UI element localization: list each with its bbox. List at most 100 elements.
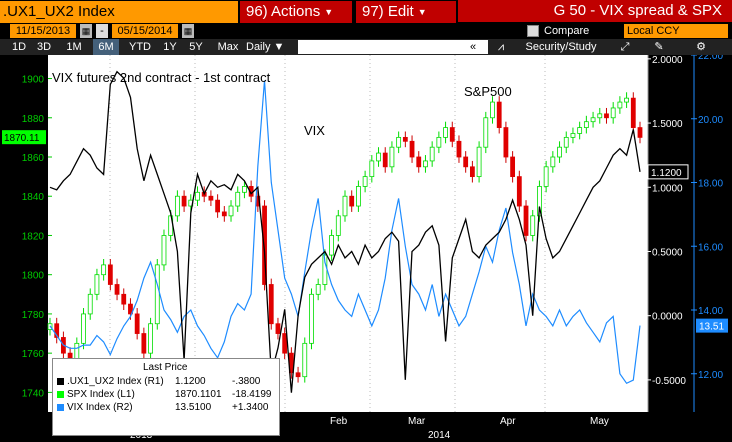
security-study-button[interactable]: Security/Study bbox=[525, 41, 597, 53]
spx-candle-body bbox=[362, 176, 368, 187]
period-max[interactable]: Max bbox=[217, 41, 239, 53]
spx-candle-body bbox=[637, 127, 643, 138]
spx-candle-body bbox=[557, 146, 562, 158]
end-date-field[interactable]: 05/15/2014 bbox=[112, 24, 178, 38]
spx-candle-body bbox=[282, 333, 288, 354]
line-chart-icon[interactable]: ⩘ bbox=[497, 41, 505, 53]
start-date-field[interactable]: 11/15/2013 bbox=[10, 24, 76, 38]
left-axis-tick: 1900 bbox=[22, 75, 45, 86]
last-price-labels: 1870.11 1.1200 13.51 bbox=[2, 130, 728, 333]
spx-candle-body bbox=[268, 284, 274, 325]
spx-candle-body bbox=[242, 186, 247, 193]
date-separator: - bbox=[96, 24, 108, 38]
frequency-dropdown[interactable]: Daily ▼ bbox=[246, 39, 298, 55]
date-row bbox=[0, 24, 732, 39]
right-axis-1-tick: 1.0000 bbox=[652, 183, 683, 194]
spx-candle-body bbox=[523, 205, 529, 236]
right-axis-1-tick: 0.0000 bbox=[652, 312, 683, 323]
spx-candle-body bbox=[128, 303, 133, 315]
legend-value: 13.5100 bbox=[175, 402, 212, 413]
spx-candle-body bbox=[516, 176, 522, 207]
right-axis-2-tick: 12.00 bbox=[698, 370, 723, 381]
spx-candle-body bbox=[570, 133, 576, 138]
edit-label: 97) Edit bbox=[362, 3, 414, 20]
right-axis-2-tick: 20.00 bbox=[698, 115, 723, 126]
spx-candle-body bbox=[617, 101, 623, 109]
spx-candle-body bbox=[275, 323, 281, 334]
compare-checkbox[interactable] bbox=[527, 25, 539, 37]
left-axis-tick: 1880 bbox=[22, 114, 45, 125]
spx-candle-body bbox=[107, 264, 113, 285]
spx-candle-body bbox=[443, 127, 448, 138]
edit-chart-icon[interactable]: ✎ bbox=[654, 41, 664, 53]
spx-candle-body bbox=[262, 205, 267, 285]
spx-candle-body bbox=[54, 323, 60, 338]
spx-candle-body bbox=[94, 274, 100, 295]
spx-candle-body bbox=[369, 160, 375, 178]
spx-candle-body bbox=[490, 101, 495, 119]
spx-candle-body bbox=[101, 264, 107, 276]
right-axis-2-tick: 14.00 bbox=[698, 306, 723, 317]
spx-candle-body bbox=[449, 127, 455, 142]
legend-change: +1.3400 bbox=[232, 402, 269, 413]
period-ytd[interactable]: YTD bbox=[129, 41, 151, 53]
spx-last-label: 1870.11 bbox=[4, 133, 40, 144]
spx-candle-body bbox=[577, 127, 583, 134]
spx-candle-body bbox=[302, 342, 308, 378]
period-1y[interactable]: 1Y bbox=[163, 41, 177, 53]
ticker-field[interactable]: .UX1_UX2 Index bbox=[0, 1, 238, 23]
period-6m[interactable]: 6M bbox=[93, 39, 119, 55]
spx-candle-body bbox=[456, 140, 462, 158]
spx-candle-body bbox=[228, 205, 234, 217]
spx-candle-body bbox=[335, 215, 341, 236]
caret-down-icon: ▼ bbox=[417, 7, 427, 18]
spx-candle-body bbox=[436, 136, 442, 148]
spx-candles bbox=[47, 92, 643, 383]
calendar-icon[interactable]: ▦ bbox=[182, 24, 194, 38]
spx-candle-body bbox=[469, 166, 475, 178]
spx-candle-body bbox=[483, 117, 489, 148]
spx-candle-body bbox=[309, 293, 314, 344]
x-axis-year: 2014 bbox=[428, 430, 451, 441]
spx-candle-body bbox=[215, 199, 221, 213]
period-5y[interactable]: 5Y bbox=[189, 41, 203, 53]
spx-candle-body bbox=[463, 156, 469, 168]
spx-candle-body bbox=[624, 97, 629, 103]
spx-candle-body bbox=[382, 152, 388, 168]
spx-candle-body bbox=[221, 211, 227, 217]
vix-last-label: 13.51 bbox=[699, 322, 724, 333]
legend-name: SPX Index (L1) bbox=[67, 389, 135, 400]
security-search-input[interactable] bbox=[298, 40, 488, 54]
legend-value: 1.1200 bbox=[175, 376, 206, 387]
spread-line bbox=[49, 70, 641, 393]
annotation-tools-icon[interactable]: ⤢ bbox=[620, 41, 630, 53]
period-3d[interactable]: 3D bbox=[36, 41, 52, 53]
edit-menu-button[interactable]: 97) Edit ▼ bbox=[356, 1, 456, 23]
settings-gear-icon[interactable]: ⚙ bbox=[696, 41, 706, 53]
spx-candle-body bbox=[389, 146, 395, 168]
spx-candle-body bbox=[550, 156, 556, 168]
legend-name: VIX Index (R2) bbox=[67, 402, 133, 413]
caret-down-icon: ▼ bbox=[324, 7, 334, 18]
spx-candle-body bbox=[181, 195, 187, 207]
actions-menu-button[interactable]: 96) Actions ▼ bbox=[240, 1, 352, 23]
spx-candle-body bbox=[87, 293, 93, 315]
spx-candle-body bbox=[134, 313, 140, 334]
currency-field[interactable]: Local CCY bbox=[624, 24, 728, 38]
legend-swatch bbox=[57, 391, 64, 398]
period-1m[interactable]: 1M bbox=[66, 41, 82, 53]
spx-candle-body bbox=[423, 160, 428, 168]
spx-candle-body bbox=[597, 113, 603, 119]
annotation-spx: S&P500 bbox=[464, 84, 512, 99]
calendar-icon[interactable]: ▦ bbox=[80, 24, 92, 38]
collapse-icon[interactable]: « bbox=[470, 41, 477, 53]
spx-candle-body bbox=[543, 166, 549, 187]
left-axis-tick: 1800 bbox=[22, 271, 45, 282]
period-1d[interactable]: 1D bbox=[11, 41, 27, 53]
spx-candle-body bbox=[416, 156, 422, 168]
right-axis-2-tick: 18.00 bbox=[698, 179, 723, 190]
spx-candle-body bbox=[349, 195, 355, 207]
right-axis-1: 2.0000 1.5000 1.0000 0.5000 0.0000 -0.5000 bbox=[645, 55, 686, 412]
left-axis-tick: 1820 bbox=[22, 231, 45, 242]
right-axis-1-tick: 1.5000 bbox=[652, 119, 683, 130]
